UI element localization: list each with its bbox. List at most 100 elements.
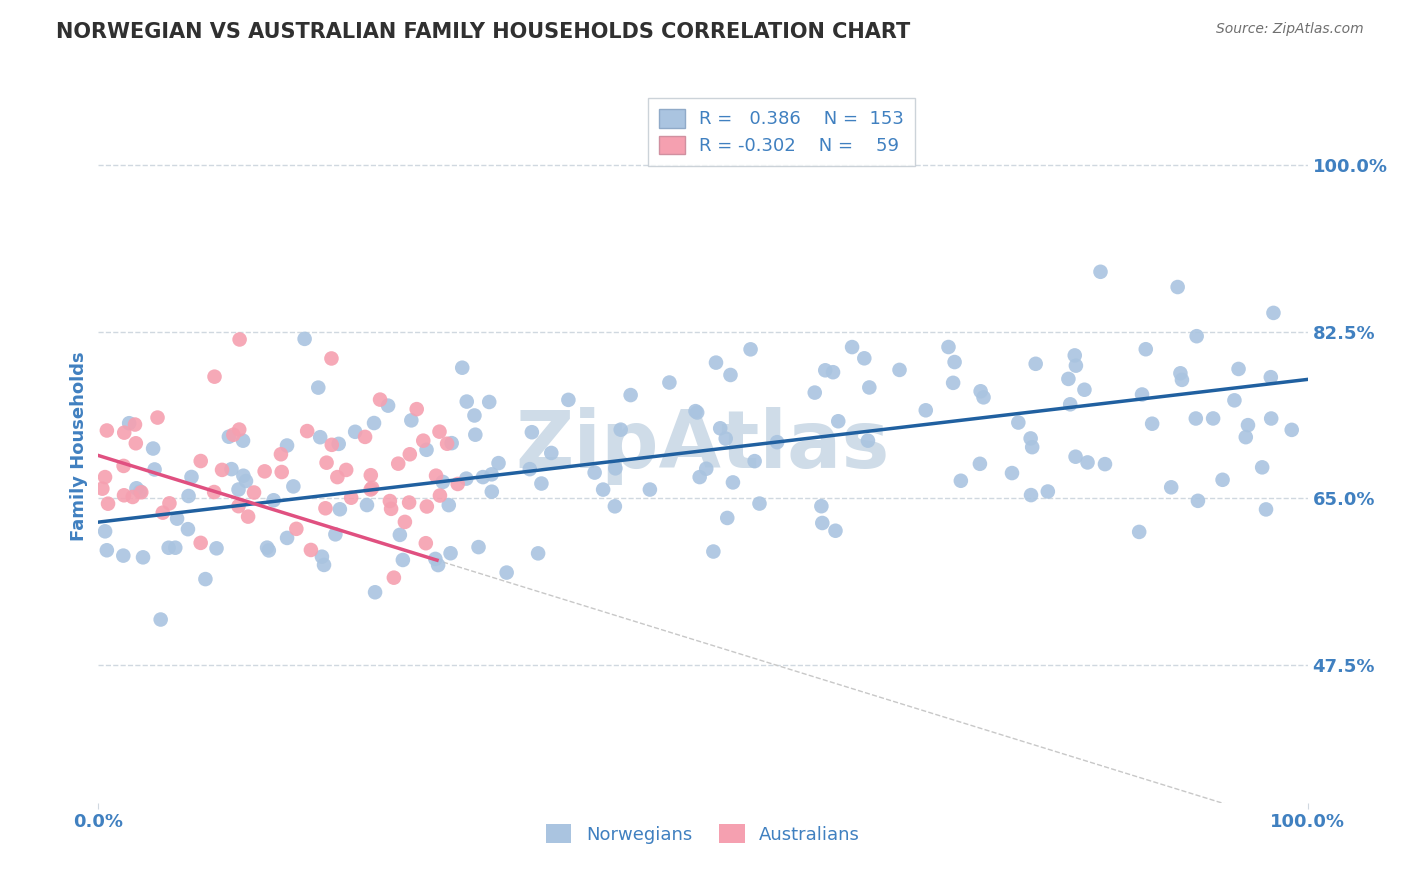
Point: [467, 540, 489, 554]
Point: [814, 363, 837, 377]
Point: [112, 425, 135, 440]
Point: [527, 546, 550, 560]
Point: [392, 553, 415, 567]
Point: [218, 430, 240, 444]
Point: [519, 462, 541, 476]
Legend: Norwegians, Australians: Norwegians, Australians: [538, 817, 868, 851]
Point: [228, 423, 250, 437]
Point: [1202, 411, 1225, 425]
Point: [714, 432, 737, 446]
Point: [1059, 397, 1081, 411]
Point: [1237, 418, 1260, 433]
Point: [1076, 455, 1098, 469]
Point: [129, 484, 152, 499]
Point: [321, 438, 343, 452]
Point: [380, 501, 402, 516]
Point: [1251, 460, 1274, 475]
Point: [94, 470, 117, 484]
Point: [1223, 393, 1246, 408]
Text: Source: ZipAtlas.com: Source: ZipAtlas.com: [1216, 22, 1364, 37]
Point: [427, 558, 450, 572]
Point: [307, 381, 329, 395]
Point: [121, 490, 143, 504]
Point: [177, 489, 200, 503]
Point: [592, 483, 614, 497]
Point: [354, 430, 377, 444]
Point: [686, 405, 709, 419]
Point: [1007, 416, 1029, 430]
Point: [204, 369, 226, 384]
Point: [412, 434, 434, 448]
Point: [360, 468, 382, 483]
Point: [1073, 383, 1095, 397]
Point: [263, 493, 285, 508]
Point: [1185, 329, 1208, 343]
Point: [311, 549, 333, 564]
Point: [451, 360, 474, 375]
Point: [1128, 524, 1150, 539]
Point: [377, 399, 399, 413]
Point: [364, 585, 387, 599]
Point: [530, 476, 553, 491]
Point: [429, 489, 451, 503]
Point: [294, 332, 316, 346]
Point: [96, 424, 118, 438]
Point: [478, 395, 501, 409]
Point: [124, 417, 146, 432]
Point: [943, 355, 966, 369]
Point: [180, 470, 202, 484]
Point: [702, 544, 724, 558]
Point: [938, 340, 960, 354]
Point: [344, 425, 367, 439]
Point: [1234, 430, 1257, 444]
Point: [152, 506, 174, 520]
Point: [394, 515, 416, 529]
Point: [149, 613, 172, 627]
Point: [283, 479, 305, 493]
Point: [603, 500, 626, 514]
Point: [811, 516, 834, 530]
Point: [605, 461, 627, 475]
Text: ZipAtlas: ZipAtlas: [516, 407, 890, 485]
Point: [328, 437, 350, 451]
Point: [335, 463, 357, 477]
Point: [415, 442, 437, 457]
Point: [326, 470, 349, 484]
Point: [329, 502, 352, 516]
Point: [803, 385, 825, 400]
Point: [969, 384, 991, 399]
Point: [432, 475, 454, 489]
Point: [481, 467, 503, 482]
Point: [583, 466, 606, 480]
Point: [557, 392, 579, 407]
Point: [360, 483, 382, 497]
Point: [378, 494, 401, 508]
Point: [363, 416, 385, 430]
Point: [540, 446, 562, 460]
Point: [94, 524, 117, 539]
Point: [143, 462, 166, 476]
Point: [315, 456, 337, 470]
Point: [1167, 280, 1189, 294]
Point: [125, 436, 148, 450]
Point: [401, 413, 423, 427]
Point: [821, 365, 844, 379]
Point: [425, 468, 447, 483]
Point: [228, 499, 250, 513]
Point: [382, 571, 405, 585]
Point: [398, 495, 420, 509]
Point: [194, 572, 217, 586]
Point: [810, 500, 832, 514]
Point: [695, 461, 717, 475]
Point: [481, 484, 503, 499]
Point: [253, 464, 276, 478]
Point: [112, 458, 135, 473]
Point: [973, 390, 995, 404]
Point: [129, 485, 152, 500]
Point: [1263, 306, 1285, 320]
Point: [1019, 488, 1042, 502]
Point: [232, 434, 254, 448]
Point: [440, 436, 463, 450]
Point: [285, 522, 308, 536]
Point: [914, 403, 936, 417]
